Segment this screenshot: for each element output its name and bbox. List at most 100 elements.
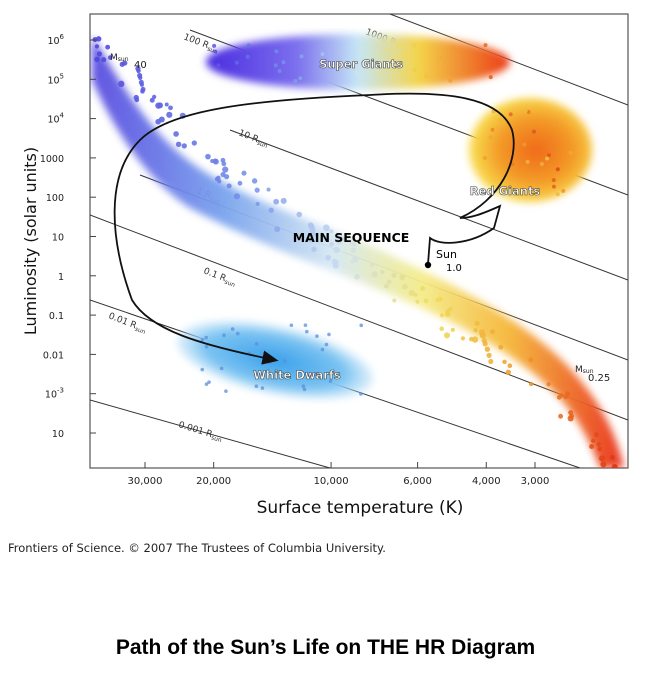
radius-line [229, 129, 628, 281]
star-dot [391, 272, 397, 278]
star-dot [266, 187, 271, 192]
star-dot [614, 475, 620, 481]
star-dot [380, 269, 385, 275]
y-tick-label: 106 [47, 33, 64, 47]
star-dot [464, 66, 469, 71]
star-dot [152, 94, 157, 100]
star-dot [149, 97, 155, 103]
star-dot [323, 235, 329, 241]
star-dot [482, 341, 488, 347]
star-dot [303, 323, 308, 328]
star-dot [173, 131, 179, 137]
star-dot [204, 344, 209, 349]
star-dot [274, 226, 281, 233]
star-dot [268, 207, 274, 213]
star-dot [415, 299, 420, 304]
star-dot [207, 380, 211, 384]
mass-value-high: 40 [134, 60, 147, 71]
star-dot [385, 47, 390, 52]
star-dot [423, 298, 429, 304]
y-tick-label: 0.1 [49, 311, 64, 322]
star-dot [483, 53, 488, 58]
star-dot [298, 76, 303, 81]
star-dot [212, 43, 217, 48]
star-dot [181, 143, 187, 149]
star-dot [561, 188, 566, 193]
y-axis-title: Luminosity (solar units) [21, 147, 40, 335]
star-dot [450, 327, 455, 332]
star-dot [507, 363, 513, 369]
star-dot [413, 292, 418, 297]
star-dot [96, 51, 102, 57]
star-dot [552, 121, 557, 126]
star-dot [336, 239, 343, 245]
figure-caption: Path of the Sun’s Life on THE HR Diagram [115, 636, 536, 659]
star-dot [254, 384, 259, 389]
star-dot [200, 338, 205, 342]
star-dot [359, 323, 364, 328]
star-dot [101, 57, 107, 63]
star-dot [490, 329, 495, 335]
sun-evolution-path [113, 92, 515, 365]
star-dot [234, 60, 239, 65]
star-dot [235, 331, 240, 336]
star-dot [600, 461, 607, 468]
star-dot [546, 153, 551, 158]
red-giants-region [468, 98, 592, 202]
star-dot [474, 320, 480, 327]
star-dot [324, 342, 329, 347]
star-dot [328, 379, 333, 383]
x-tick-label: 4,000 [472, 476, 501, 487]
y-tick-label: 10-3 [45, 387, 64, 401]
star-dot [118, 80, 125, 88]
mass-value-low: 0.25 [588, 373, 610, 384]
star-dot [568, 150, 573, 155]
star-dot [599, 455, 606, 462]
star-dot [558, 413, 564, 419]
star-dot [94, 44, 100, 49]
star-dot [224, 389, 228, 393]
star-dot [370, 262, 375, 268]
star-dot [528, 357, 534, 363]
star-dot [281, 60, 286, 65]
star-dot [531, 129, 536, 134]
red-giants-label: Red Giants [470, 184, 541, 198]
star-dot [488, 75, 493, 80]
star-dot [408, 290, 415, 296]
star-dot [296, 211, 303, 218]
sun-mass-label: 1.0 [446, 263, 462, 274]
star-dot [255, 201, 260, 206]
star-dot [289, 323, 294, 328]
star-dot [451, 46, 456, 51]
star-dot [138, 75, 143, 80]
star-dot [567, 415, 574, 422]
star-dot [383, 283, 389, 289]
star-dot [105, 44, 111, 50]
star-dot [483, 43, 488, 48]
star-dot [223, 174, 230, 180]
star-dot [498, 344, 504, 350]
star-dot [439, 313, 445, 318]
star-dot [444, 311, 451, 318]
star-dot [205, 153, 211, 160]
star-dot [555, 192, 560, 197]
star-dot [139, 82, 145, 87]
star-dot [563, 395, 568, 400]
star-dot [551, 178, 556, 183]
star-dot [488, 135, 493, 140]
star-dot [399, 274, 406, 281]
star-dot [293, 78, 298, 83]
star-dot [311, 246, 317, 253]
star-dot [391, 57, 396, 62]
sun-label: Sun [436, 248, 457, 261]
main-sequence-band [92, 36, 624, 468]
star-dot [245, 54, 250, 59]
star-dot [490, 127, 495, 132]
super-giants-label: Super Giants [319, 57, 403, 71]
star-dot [482, 156, 487, 161]
star-dot [412, 67, 417, 72]
star-dot [277, 69, 282, 74]
mass-label-high: Msun [110, 53, 129, 63]
star-dot [222, 333, 226, 337]
star-dot [555, 167, 560, 172]
